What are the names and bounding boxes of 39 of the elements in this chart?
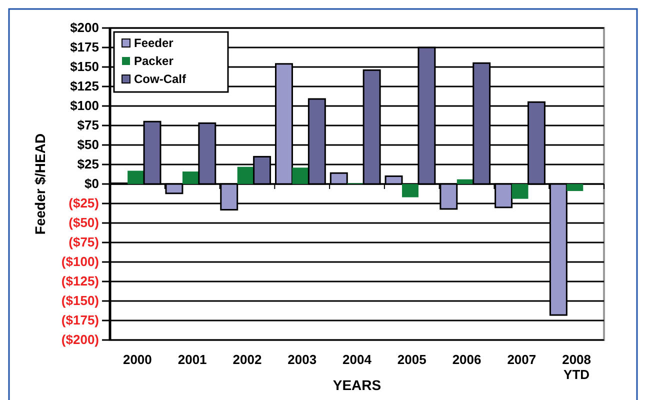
y-tick-label: ($100) [61, 254, 99, 270]
bar [237, 166, 254, 184]
x-tick-label: 2001 [178, 352, 207, 367]
y-tick-label: ($200) [61, 332, 99, 348]
bar [128, 170, 144, 184]
x-tick-label: 2008 YTD [562, 352, 592, 382]
y-tick-label: $125 [70, 78, 99, 94]
bar [402, 184, 418, 198]
y-tick-label: $25 [77, 156, 99, 172]
x-tick-label: 2005 [397, 352, 426, 367]
bar [456, 179, 474, 184]
x-axis-title: YEARS [332, 377, 382, 393]
y-tick-label: $50 [77, 137, 99, 152]
bar [566, 184, 584, 192]
y-tick-label: $0 [84, 176, 99, 192]
y-tick-label: ($25) [68, 196, 99, 211]
y-tick-label: ($50) [68, 215, 99, 230]
y-tick-label: ($125) [61, 274, 99, 289]
y-axis-title: Feeder $/HEAD [32, 133, 48, 235]
x-tick-label: 2000 [122, 352, 152, 367]
bar [182, 172, 199, 184]
y-tick-label: $75 [77, 118, 99, 133]
bar [512, 184, 528, 199]
y-tick-label: $200 [70, 20, 99, 36]
y-tick-label: $150 [70, 59, 99, 74]
x-tick-label: 2004 [342, 352, 372, 367]
legend-label: Feeder [134, 36, 174, 50]
y-tick-label: $175 [70, 40, 99, 55]
legend-label: Packer [134, 54, 174, 68]
y-tick-label: ($75) [68, 234, 99, 250]
legend-label: Cow-Calf [134, 72, 187, 86]
x-tick-label: 2002 [232, 352, 262, 367]
bar [292, 168, 309, 184]
x-tick-label: 2006 [452, 352, 482, 367]
x-tick-label: 2007 [507, 352, 536, 367]
y-tick-label: $100 [70, 98, 99, 114]
x-tick-label: 2003 [288, 352, 317, 367]
y-tick-label: ($175) [61, 312, 99, 328]
y-tick-label: ($150) [61, 293, 99, 308]
